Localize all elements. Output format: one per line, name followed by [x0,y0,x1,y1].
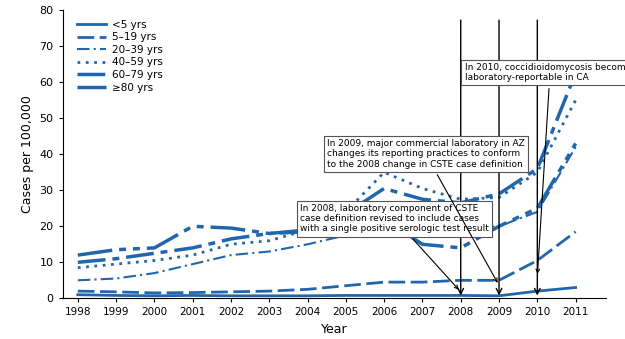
Y-axis label: Cases per 100,000: Cases per 100,000 [21,95,34,213]
Text: In 2009, major commercial laboratory in AZ
changes its reporting practices to co: In 2009, major commercial laboratory in … [327,139,524,282]
X-axis label: Year: Year [321,323,348,336]
Text: In 2008, laboratory component of CSTE
case definition revised to include cases
w: In 2008, laboratory component of CSTE ca… [300,204,489,289]
Legend: <5 yrs, 5–19 yrs, 20–39 yrs, 40–59 yrs, 60–79 yrs, ≥80 yrs: <5 yrs, 5–19 yrs, 20–39 yrs, 40–59 yrs, … [73,15,167,97]
Text: In 2010, coccidioidomycosis becomes
laboratory-reportable in CA: In 2010, coccidioidomycosis becomes labo… [464,63,625,273]
